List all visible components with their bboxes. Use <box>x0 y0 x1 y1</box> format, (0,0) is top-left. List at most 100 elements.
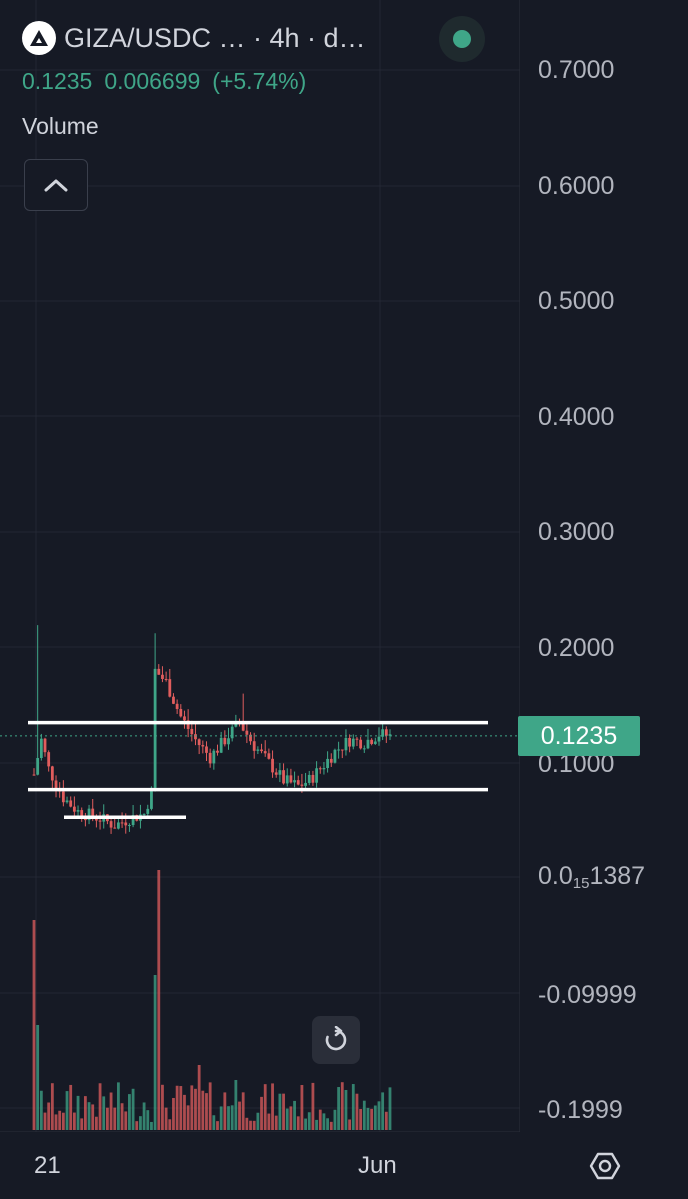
candle-body <box>146 808 150 814</box>
volume-bar <box>234 1080 238 1130</box>
volume-bar <box>388 1087 392 1130</box>
volume-bar <box>296 1116 300 1130</box>
volume-bar <box>36 1025 40 1130</box>
candle-body <box>282 770 285 784</box>
settings-hexagon-icon <box>589 1152 621 1180</box>
symbol-header[interactable]: GIZA/USDC … · 4h · d… <box>22 18 366 58</box>
candle-body <box>69 800 73 807</box>
candle-body <box>245 730 249 735</box>
volume-bar <box>47 1102 51 1130</box>
volume-bar <box>131 1088 135 1130</box>
volume-bar <box>65 1091 69 1130</box>
candle-body <box>208 752 212 764</box>
volume-bar <box>39 1090 43 1130</box>
volume-bar <box>76 1095 80 1130</box>
volume-bar <box>340 1082 344 1130</box>
collapse-legend-button[interactable] <box>24 159 88 211</box>
volume-bar <box>102 1096 106 1130</box>
volume-bar <box>355 1093 359 1130</box>
volume-bar <box>201 1090 205 1130</box>
candle-body <box>355 738 359 740</box>
candlestick-chart[interactable] <box>0 0 520 1132</box>
volume-bar <box>271 1083 274 1130</box>
candle-body <box>157 668 161 675</box>
volume-bar <box>274 1115 278 1130</box>
candle-body <box>194 734 197 740</box>
candle-body <box>307 774 311 783</box>
candle-body <box>377 736 381 742</box>
volume-bar <box>106 1107 109 1130</box>
candle-body <box>50 766 54 781</box>
candle-body <box>117 822 120 829</box>
candle-body <box>76 810 80 812</box>
candle-body <box>289 775 293 783</box>
volume-bar <box>43 1112 47 1130</box>
volume-bar <box>157 870 161 1130</box>
live-dot-icon <box>453 30 471 48</box>
volume-bar <box>172 1097 175 1130</box>
candle-body <box>113 827 117 829</box>
volume-bar <box>164 1107 168 1130</box>
price-change-percent: (+5.74%) <box>212 68 307 94</box>
price-tick-main: 0.0 <box>538 862 573 890</box>
candle-body <box>348 737 352 747</box>
candle-body <box>124 822 128 826</box>
volume-bar <box>87 1102 91 1130</box>
volume-bar <box>245 1117 249 1130</box>
price-tick: 0.0151387 <box>538 862 645 892</box>
volume-bar <box>329 1121 333 1130</box>
volume-bar <box>337 1087 341 1130</box>
candle-body <box>318 768 322 770</box>
time-tick: Jun <box>358 1152 397 1179</box>
volume-bar <box>227 1106 230 1130</box>
chart-settings-button[interactable] <box>587 1148 623 1184</box>
candle-body <box>227 738 230 745</box>
volume-bar <box>194 1088 197 1130</box>
candle-body <box>381 729 385 737</box>
volume-bar <box>216 1121 219 1130</box>
volume-bar <box>289 1106 293 1130</box>
price-tick-sub: 15 <box>572 875 590 892</box>
candle-body <box>388 734 392 736</box>
volume-bar <box>278 1093 282 1130</box>
volume-bar <box>311 1082 315 1130</box>
candle-body <box>216 750 219 753</box>
volume-bar <box>124 1111 128 1130</box>
candle-body <box>340 749 344 751</box>
volume-bar <box>293 1100 296 1130</box>
volume-bar <box>285 1108 289 1130</box>
volume-bar <box>94 1116 98 1130</box>
candle-body <box>201 745 205 747</box>
price-tick-tail: 1387 <box>589 862 646 890</box>
volume-bar <box>208 1082 212 1130</box>
volume-bar <box>263 1084 267 1130</box>
volume-bar <box>58 1110 62 1130</box>
volume-bar <box>366 1107 370 1130</box>
candle-body <box>278 770 282 775</box>
candle-body <box>212 750 216 764</box>
candle-body <box>87 808 91 821</box>
candle-body <box>274 772 278 775</box>
symbol-title[interactable]: GIZA/USDC … · 4h · d… <box>64 22 366 53</box>
volume-bar <box>69 1084 73 1130</box>
candle-body <box>80 810 84 818</box>
candle-body <box>315 768 318 783</box>
candle-body <box>65 800 69 803</box>
candle-body <box>223 737 227 745</box>
market-status-indicator[interactable] <box>439 16 485 62</box>
candle-body <box>32 774 36 776</box>
volume-bar <box>362 1100 366 1130</box>
volume-bar <box>377 1101 381 1130</box>
volume-indicator-label[interactable]: Volume <box>22 113 99 139</box>
volume-bar <box>190 1085 194 1130</box>
volume-bar <box>113 1107 117 1130</box>
chart-area[interactable] <box>0 0 520 1132</box>
volume-bar <box>146 1110 150 1130</box>
candle-body <box>168 679 172 697</box>
volume-bar <box>315 1119 318 1130</box>
volume-bar <box>72 1112 76 1130</box>
volume-bar <box>223 1092 227 1130</box>
volume-bar <box>322 1113 326 1130</box>
price-tick: 0.6000 <box>538 172 615 200</box>
reset-chart-button[interactable] <box>312 1016 360 1064</box>
